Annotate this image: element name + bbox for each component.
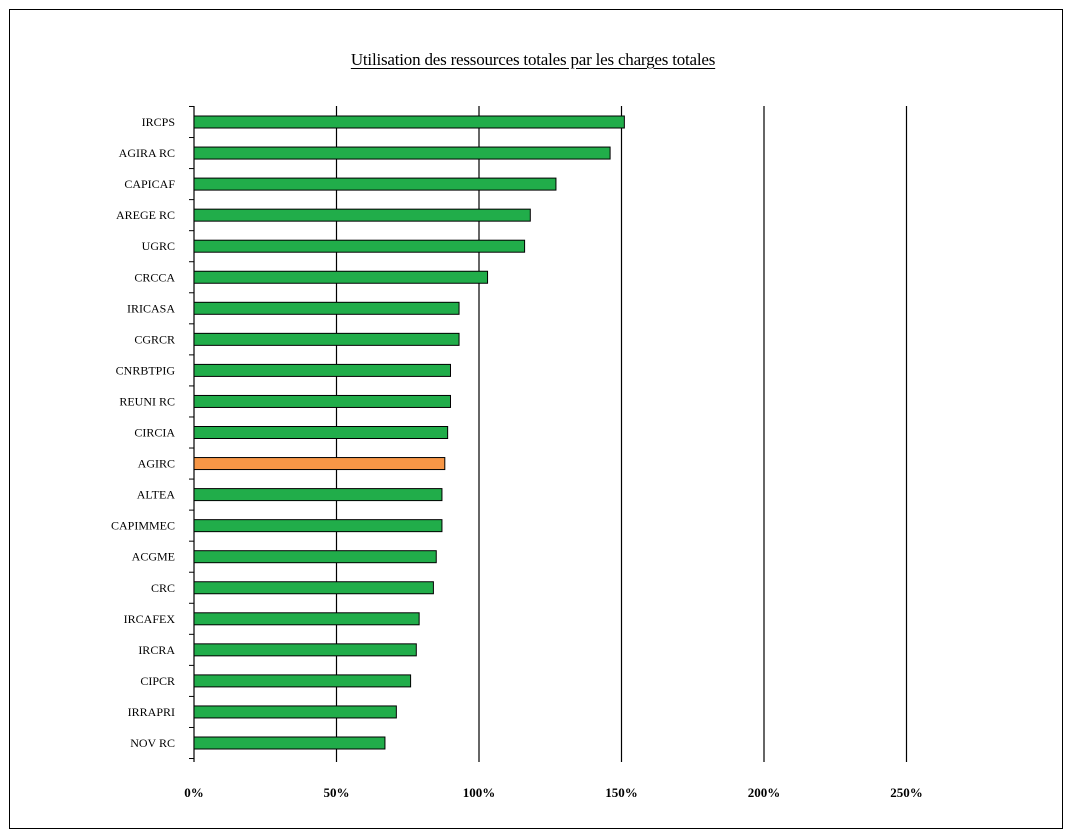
bar bbox=[193, 612, 420, 626]
category-label: CRCCA bbox=[134, 270, 175, 284]
bar bbox=[193, 363, 451, 377]
x-tick-label: 200% bbox=[748, 785, 781, 800]
category-label: CRC bbox=[151, 581, 175, 595]
category-label: ALTEA bbox=[137, 488, 176, 502]
x-tick-label: 50% bbox=[324, 785, 350, 800]
bar bbox=[193, 736, 386, 750]
bar bbox=[193, 519, 443, 533]
bar bbox=[193, 177, 557, 191]
chart-title: Utilisation des ressources totales par l… bbox=[350, 50, 716, 69]
bar bbox=[193, 550, 437, 564]
category-label: UGRC bbox=[142, 239, 175, 253]
category-label: CIRCIA bbox=[134, 426, 175, 440]
category-label: REUNI RC bbox=[119, 394, 175, 408]
bar bbox=[193, 332, 460, 346]
chart-frame: Utilisation des ressources totales par l… bbox=[9, 9, 1063, 829]
category-label: CIPCR bbox=[140, 674, 175, 688]
bar bbox=[193, 674, 412, 688]
category-label: IRRAPRI bbox=[128, 705, 175, 719]
category-label: IRCRA bbox=[138, 643, 175, 657]
bar bbox=[193, 146, 611, 160]
bar bbox=[193, 705, 397, 719]
category-label: ACGME bbox=[132, 550, 175, 564]
category-label: CGRCR bbox=[134, 332, 175, 346]
category-label: AREGE RC bbox=[116, 208, 175, 222]
category-label: AGIRA RC bbox=[119, 146, 175, 160]
bar bbox=[193, 488, 443, 502]
category-label: IRCPS bbox=[142, 115, 175, 129]
category-label: NOV RC bbox=[130, 736, 175, 750]
bar bbox=[193, 115, 625, 129]
category-label: IRICASA bbox=[127, 301, 175, 315]
bar bbox=[193, 426, 449, 439]
bar bbox=[193, 394, 451, 408]
x-tick-label: 150% bbox=[605, 785, 638, 800]
category-label: CAPICAF bbox=[124, 177, 175, 191]
bar bbox=[193, 239, 526, 253]
bar bbox=[193, 457, 446, 471]
category-label: AGIRC bbox=[138, 457, 175, 471]
x-tick-label: 100% bbox=[463, 785, 496, 800]
category-label: CAPIMMEC bbox=[111, 519, 175, 533]
x-tick-label: 250% bbox=[890, 785, 923, 800]
x-tick-label: 0% bbox=[184, 785, 204, 800]
bar bbox=[193, 581, 434, 595]
category-label: IRCAFEX bbox=[124, 612, 176, 626]
bar bbox=[193, 301, 460, 315]
chart-plot: 0% 50% 100% 150% 200% 250% IRCPS AGIRA RC CAPICA… bbox=[111, 105, 923, 800]
bar bbox=[193, 643, 417, 657]
bar bbox=[193, 208, 531, 222]
bar bbox=[193, 270, 489, 284]
category-label: CNRBTPIG bbox=[116, 363, 176, 377]
